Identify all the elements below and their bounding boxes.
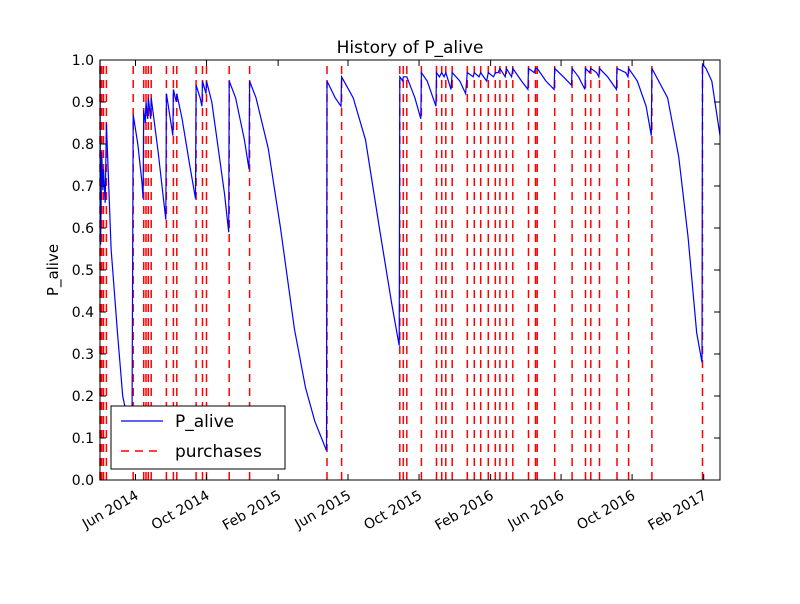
legend: P_alive purchases xyxy=(110,405,286,470)
legend-purchases-label: purchases xyxy=(175,442,262,462)
y-tick-label: 0.9 xyxy=(72,95,94,111)
y-tick-label: 0.5 xyxy=(72,263,94,279)
y-axis: 0.0 0.1 0.2 0.3 0.4 0.5 0.6 0.7 0.8 0.9 1.0 xyxy=(72,53,720,489)
y-tick-label: 0.6 xyxy=(72,221,94,237)
legend-palive-label: P_alive xyxy=(175,412,234,432)
legend-box xyxy=(110,405,286,470)
y-tick-label: 0.4 xyxy=(72,305,94,321)
y-tick-label: 0.2 xyxy=(72,389,94,405)
y-tick-label: 0.8 xyxy=(72,137,94,153)
y-tick-label: 0.7 xyxy=(72,179,94,195)
y-tick-label: 0.3 xyxy=(72,347,94,363)
palive-series-line xyxy=(99,59,721,451)
y-tick-label: 1.0 xyxy=(72,53,94,69)
y-tick-label: 0.0 xyxy=(72,473,94,489)
y-tick-label: 0.1 xyxy=(72,431,94,447)
chart-title: History of P_alive xyxy=(337,38,484,58)
y-axis-label: P_alive xyxy=(44,244,63,296)
